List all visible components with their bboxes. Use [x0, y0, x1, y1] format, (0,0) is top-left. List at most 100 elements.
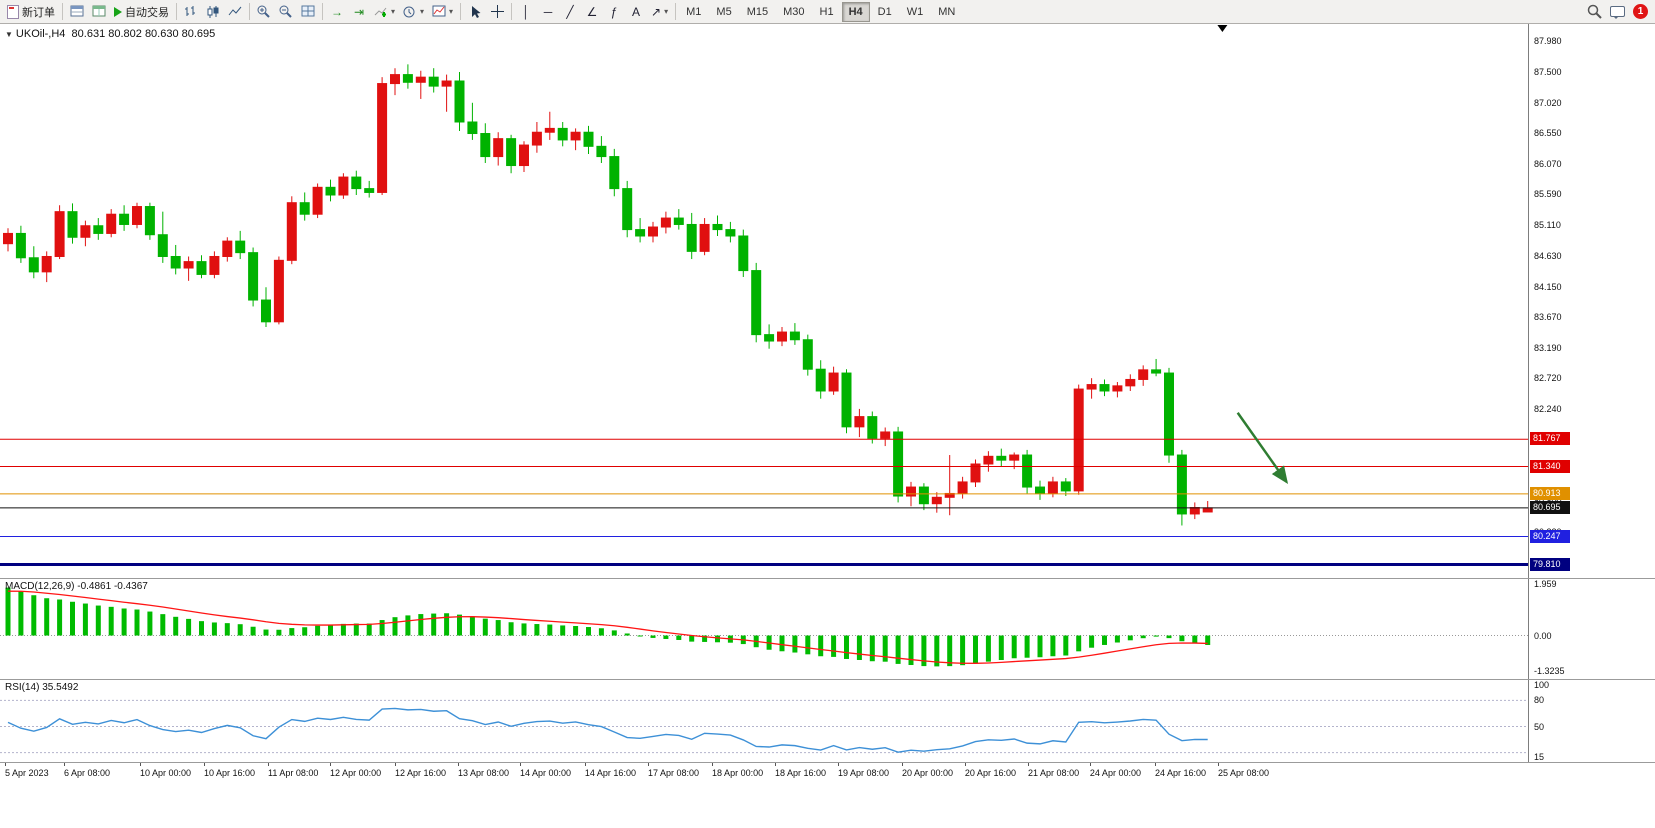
toolbar: 新订单 自动交易	[0, 0, 1655, 24]
price-tick: 87.980	[1534, 36, 1562, 47]
line-chart-button[interactable]	[224, 2, 246, 22]
notifications-button[interactable]: 1	[1629, 2, 1652, 22]
zoom-out-button[interactable]	[275, 2, 297, 22]
price-badge: 80.247	[1530, 529, 1570, 543]
chart-header: ▼ UKOil-,H4 80.631 80.802 80.630 80.695	[5, 28, 215, 40]
chat-button[interactable]	[1606, 2, 1629, 22]
timeframe-h1[interactable]: H1	[813, 2, 841, 22]
macd-tick: 0.00	[1534, 630, 1552, 641]
time-axis[interactable]: 5 Apr 2023 6 Apr 08:00 10 Apr 00:00 10 Apr …	[0, 763, 1528, 788]
indicators-icon	[374, 7, 387, 17]
auto-trading-icon	[114, 6, 122, 17]
market-watch-icon	[70, 5, 84, 17]
time-label: 14 Apr 00:00	[519, 768, 572, 778]
vertical-line-tool-button[interactable]: │	[515, 2, 537, 22]
cursor-icon	[471, 5, 481, 18]
time-tick	[139, 763, 141, 766]
timeframe-m30[interactable]: M30	[776, 2, 811, 22]
auto-scroll-button[interactable]: →	[326, 2, 348, 22]
macd-tick: 1.959	[1534, 579, 1557, 589]
timeframe-m1[interactable]: M1	[679, 2, 708, 22]
time-label: 17 Apr 08:00	[648, 768, 700, 778]
toolbar-separator	[675, 3, 677, 20]
periods-button[interactable]: ▾	[399, 2, 428, 22]
candlestick-chart-icon	[207, 5, 219, 18]
auto-trading-button[interactable]: 自动交易	[110, 2, 173, 22]
fibonacci-tool-button[interactable]: ƒ	[603, 2, 625, 22]
price-badge: 81.340	[1530, 459, 1570, 473]
tile-windows-icon	[301, 5, 315, 17]
toolbar-separator	[460, 3, 462, 20]
chevron-down-icon: ▾	[391, 6, 396, 16]
rsi-canvas[interactable]	[0, 680, 1528, 762]
panel-separator[interactable]	[0, 679, 1655, 680]
search-button[interactable]	[1583, 2, 1606, 22]
new-order-button[interactable]: 新订单	[3, 2, 59, 22]
timeframe-d1[interactable]: D1	[871, 2, 899, 22]
time-label: 14 Apr 16:00	[584, 768, 636, 778]
template-icon	[432, 5, 446, 17]
time-label: 19 Apr 08:00	[837, 768, 889, 778]
time-label: 24 Apr 16:00	[1155, 768, 1207, 778]
trendline-tool-icon: ╱	[566, 4, 574, 19]
price-tick: 87.020	[1534, 97, 1562, 108]
time-label: 20 Apr 00:00	[901, 768, 954, 778]
time-label: 10 Apr 00:00	[139, 768, 191, 778]
chevron-down-icon: ▾	[449, 6, 454, 16]
price-badge: 79.810	[1530, 557, 1570, 571]
candlestick-chart-button[interactable]	[202, 2, 224, 22]
new-order-label: 新订单	[22, 6, 55, 19]
price-axis[interactable]: 87.980 87.500 87.020 86.550 86.070 85.590 85.1…	[1528, 24, 1655, 578]
clock-icon	[403, 6, 415, 17]
zoom-in-button[interactable]	[253, 2, 275, 22]
shapes-tool-button[interactable]: ↗ ▾	[647, 2, 672, 22]
rsi-label: RSI(14) 35.5492	[5, 682, 79, 693]
rsi-tick: 50	[1534, 721, 1545, 732]
time-label: 6 Apr 08:00	[64, 768, 111, 778]
timeframe-m15[interactable]: M15	[740, 2, 775, 22]
channel-tool-button[interactable]: ∠	[581, 2, 603, 22]
toolbar-separator	[511, 3, 513, 20]
market-watch-button[interactable]	[66, 2, 88, 22]
timeframe-w1[interactable]: W1	[900, 2, 931, 22]
time-tick	[775, 763, 776, 766]
crosshair-button[interactable]	[486, 2, 508, 22]
horizontal-line-tool-button[interactable]: ─	[537, 2, 559, 22]
macd-label: MACD(12,26,9) -0.4861 -0.4367	[5, 581, 148, 592]
tile-windows-button[interactable]	[297, 2, 319, 22]
vertical-line-tool-icon: │	[522, 4, 530, 19]
price-tick: 83.190	[1534, 343, 1562, 354]
time-label: 5 Apr 2023	[5, 768, 49, 778]
text-tool-button[interactable]: A	[625, 2, 647, 22]
chart-collapse-arrow[interactable]: ▼	[5, 30, 13, 39]
timeframe-mn[interactable]: MN	[931, 2, 962, 22]
timeframe-m5[interactable]: M5	[709, 2, 738, 22]
chart-shift-button[interactable]: ⇥	[348, 2, 370, 22]
time-label: 11 Apr 08:00	[268, 768, 319, 778]
channel-tool-icon: ∠	[586, 4, 598, 19]
toolbar-separator	[176, 3, 177, 20]
price-tick: 84.150	[1534, 281, 1562, 292]
data-window-button[interactable]	[88, 2, 110, 22]
panel-separator[interactable]	[0, 578, 1655, 579]
new-order-icon	[7, 4, 19, 19]
toolbar-separator	[249, 3, 250, 20]
macd-axis[interactable]: 1.959 0.00 -1.3235	[1528, 579, 1655, 679]
price-tick: 82.240	[1534, 403, 1562, 414]
main-chart-canvas[interactable]	[0, 24, 1528, 578]
macd-canvas[interactable]	[0, 579, 1528, 679]
indicators-button[interactable]: ▾	[370, 2, 399, 22]
arrows-tool-icon: ↗	[651, 4, 662, 19]
price-tick: 82.720	[1534, 373, 1562, 384]
price-badge: 81.767	[1530, 432, 1570, 446]
timeframe-h4[interactable]: H4	[841, 1, 870, 22]
time-label: 18 Apr 00:00	[712, 768, 764, 778]
rsi-axis[interactable]: 100 80 50 15	[1528, 680, 1655, 762]
price-badge: 80.695	[1530, 500, 1570, 514]
cursor-button[interactable]	[464, 2, 486, 22]
toolbar-separator	[62, 3, 63, 20]
templates-button[interactable]: ▾	[428, 2, 457, 22]
trendline-tool-button[interactable]: ╱	[559, 2, 581, 22]
bar-chart-button[interactable]	[180, 2, 202, 22]
time-label: 13 Apr 08:00	[457, 768, 509, 778]
